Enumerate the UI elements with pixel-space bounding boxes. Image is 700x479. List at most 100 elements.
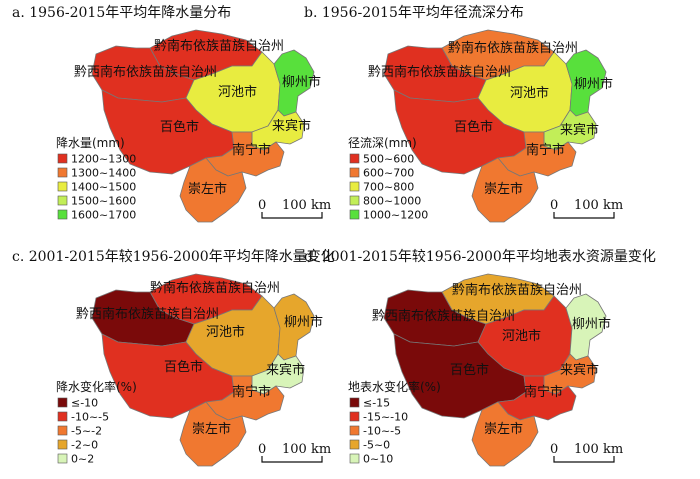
panel-c-scale-line <box>261 456 323 463</box>
panel-d-region-liuzhou <box>565 293 607 361</box>
panel-a-legend-swatch <box>57 195 68 206</box>
panel-a-scale-bar: 0 100 km <box>258 198 331 219</box>
panel-a-legend-label: 1500~1600 <box>71 195 136 208</box>
panel-b: b. 1956-2015年平均年径流深分布黔南布依族苗族自治州黔西南布依族苗族自… <box>304 5 623 223</box>
panel-a-legend: 降水量(mm) 1200~13001300~14001400~15001500~1… <box>56 136 136 222</box>
panel-a-label-baise: 百色市 <box>160 119 199 135</box>
panel-a-region-liuzhou <box>273 49 315 117</box>
panel-b-scale-zero: 0 <box>550 198 558 213</box>
panel-a-label-qianxinan: 黔西南布依族苗族自治州 <box>74 64 217 80</box>
panel-a-region-chongzuo <box>179 157 247 223</box>
panel-b-legend-label: 500~600 <box>363 153 414 166</box>
panel-c-title: c. 2001-2015年较1956-2000年平均年降水量变化 <box>12 249 335 265</box>
panel-d-label-qianxinan: 黔西南布依族苗族自治州 <box>372 308 515 324</box>
panel-b-region-chongzuo <box>471 157 539 223</box>
panel-c-legend-label: ≤-10 <box>71 397 98 410</box>
panel-a-label-hechi: 河池市 <box>218 84 257 100</box>
panel-a-legend-label: 1400~1500 <box>71 181 136 194</box>
panel-d-legend-label: -15~-10 <box>363 411 408 424</box>
panel-c-legend-swatch <box>57 425 68 436</box>
panel-d-region-chongzuo <box>471 401 539 467</box>
panel-a-scale-label: 100 km <box>282 198 331 213</box>
panel-c-scale-label: 100 km <box>282 442 331 457</box>
panel-d-label-liuzhou: 柳州市 <box>572 316 611 332</box>
panel-b-legend-label: 1000~1200 <box>363 209 428 222</box>
panel-d-legend: 地表水变化率(%) ≤-15-15~-10-10~-5-5~00~10 <box>348 379 441 466</box>
panel-b-scale-bar: 0 100 km <box>550 198 623 219</box>
panel-d-label-baise: 百色市 <box>450 362 489 378</box>
panel-c-label-hechi: 河池市 <box>206 324 245 340</box>
panel-d-scale-bar: 0 100 km <box>550 442 623 463</box>
panel-d-scale-zero: 0 <box>550 442 558 457</box>
panel-c-legend-title: 降水变化率(%) <box>56 379 137 394</box>
panel-d-label-chongzuo: 崇左市 <box>484 421 523 437</box>
panel-d-legend-swatch <box>349 411 360 422</box>
panel-c-legend-label: -2~0 <box>71 439 98 452</box>
panel-b-label-nanning: 南宁市 <box>526 142 565 158</box>
panel-b-legend: 径流深(mm) 500~600600~700700~800800~10001000… <box>348 136 428 222</box>
panel-c-region-chongzuo <box>179 401 247 467</box>
panel-d-label-hechi: 河池市 <box>502 328 541 344</box>
panel-b-legend-swatch <box>349 153 360 164</box>
panel-b-legend-label: 600~700 <box>363 167 414 180</box>
panel-b-title: b. 1956-2015年平均年径流深分布 <box>304 5 524 21</box>
panel-c-label-qianxinan: 黔西南布依族苗族自治州 <box>76 306 219 322</box>
panel-c-label-chongzuo: 崇左市 <box>192 421 231 437</box>
panel-c-legend-label: -10~-5 <box>71 411 109 424</box>
panel-c-label-baise: 百色市 <box>164 359 203 375</box>
panel-c-label-laibin: 来宾市 <box>266 362 305 378</box>
panel-d-title: d. 2001-2015年较1956-2000年平均地表水资源量变化 <box>304 249 656 265</box>
panel-d: d. 2001-2015年较1956-2000年平均地表水资源量变化黔南布依族苗… <box>304 249 656 467</box>
panel-c-label-qiannan: 黔南布依族苗族自治州 <box>150 280 280 296</box>
panel-c-scale-bar: 0 100 km <box>258 442 331 463</box>
panel-d-region-nanning <box>497 375 577 421</box>
panel-d-legend-swatch <box>349 397 360 408</box>
panel-b-label-hechi: 河池市 <box>510 85 549 101</box>
panel-c-region-liuzhou <box>273 293 315 361</box>
panel-b-map <box>383 29 607 223</box>
panel-b-label-qiannan: 黔南布依族苗族自治州 <box>448 40 578 56</box>
panel-c-legend-swatch <box>57 411 68 422</box>
panel-c-map <box>91 273 315 467</box>
panel-a-legend-label: 1300~1400 <box>71 167 136 180</box>
panel-d-map <box>383 273 607 467</box>
panel-a-legend-swatch <box>57 181 68 192</box>
panel-d-label-nanning: 南宁市 <box>524 384 563 400</box>
panel-b-legend-label: 700~800 <box>363 181 414 194</box>
panel-a-label-nanning: 南宁市 <box>232 142 271 158</box>
panel-c-legend-label: 0~2 <box>71 453 94 466</box>
panel-a-legend-label: 1600~1700 <box>71 209 136 222</box>
panel-b-scale-line <box>553 212 615 219</box>
panel-b-label-chongzuo: 崇左市 <box>484 181 523 197</box>
panel-c-label-liuzhou: 柳州市 <box>284 314 323 330</box>
panel-d-legend-label: -10~-5 <box>363 425 401 438</box>
panel-b-label-laibin: 来宾市 <box>560 122 599 138</box>
panel-c-legend-swatch <box>57 453 68 464</box>
panel-b-label-baise: 百色市 <box>454 119 493 135</box>
panel-c-legend-swatch <box>57 439 68 450</box>
panel-c-legend: 降水变化率(%) ≤-10-10~-5-5~-2-2~00~2 <box>56 379 137 466</box>
panel-c-legend-label: -5~-2 <box>71 425 102 438</box>
panel-b-label-qianxinan: 黔西南布依族苗族自治州 <box>368 64 511 80</box>
panel-b-scale-label: 100 km <box>574 198 623 213</box>
panel-a-legend-swatch <box>57 209 68 220</box>
panel-d-legend-swatch <box>349 425 360 436</box>
panel-d-legend-swatch <box>349 453 360 464</box>
panel-b-legend-swatch <box>349 167 360 178</box>
panel-a-legend-label: 1200~1300 <box>71 153 136 166</box>
panel-d-legend-label: 0~10 <box>363 453 393 466</box>
panel-d-label-qiannan: 黔南布依族苗族自治州 <box>452 282 582 298</box>
panel-d-scale-line <box>553 456 615 463</box>
panel-a-label-laibin: 来宾市 <box>272 118 311 134</box>
panel-b-label-liuzhou: 柳州市 <box>574 76 613 92</box>
panel-d-legend-title: 地表水变化率(%) <box>348 379 441 394</box>
panel-c-label-nanning: 南宁市 <box>232 384 271 400</box>
panel-b-region-nanning <box>497 131 577 177</box>
panel-a-legend-title: 降水量(mm) <box>56 136 125 150</box>
panel-d-legend-label: ≤-15 <box>363 397 390 410</box>
panel-d-legend-label: -5~0 <box>363 439 390 452</box>
panel-a-region-nanning <box>205 131 285 177</box>
panel-c-region-nanning <box>205 375 285 421</box>
panel-a-title: a. 1956-2015年平均年降水量分布 <box>12 5 231 21</box>
panel-d-label-laibin: 来宾市 <box>560 362 599 378</box>
